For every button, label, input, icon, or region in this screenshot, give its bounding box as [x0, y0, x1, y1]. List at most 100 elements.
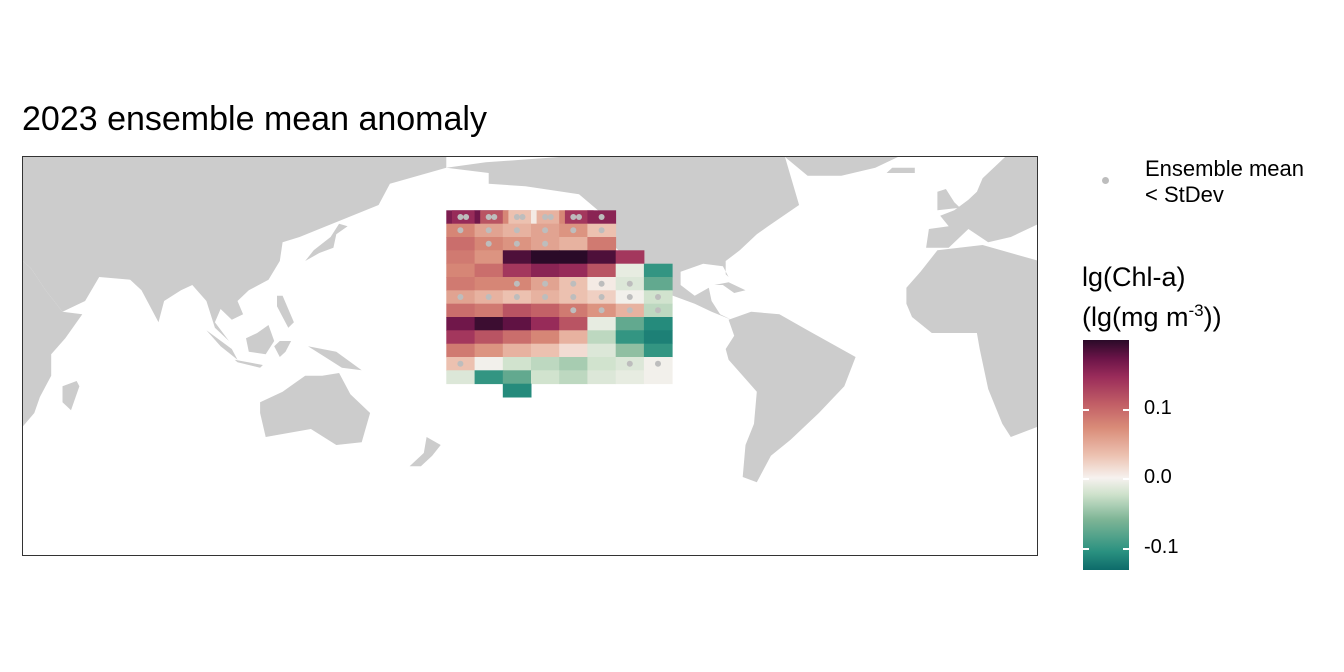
colorbar-title-exponent: -3: [1188, 301, 1204, 320]
stdev-dot: [485, 294, 492, 300]
colorbar-tick-left: [1083, 478, 1089, 480]
anomaly-cell: [502, 303, 532, 318]
land-polygon: [274, 341, 292, 357]
stdev-dot: [570, 307, 577, 314]
anomaly-cell: [587, 317, 617, 331]
anomaly-cell: [474, 357, 504, 371]
stdev-dot: [513, 240, 520, 247]
anomaly-cell: [587, 343, 617, 358]
anomaly-cell: [643, 263, 673, 278]
anomaly-cell: [502, 357, 532, 371]
anomaly-cell: [643, 370, 673, 385]
map-panel: [22, 156, 1038, 556]
anomaly-cell: [502, 330, 532, 345]
anomaly-cell: [559, 370, 588, 385]
anomaly-cell: [531, 250, 560, 265]
land-polygon: [246, 325, 275, 355]
anomaly-cell: [643, 317, 673, 331]
stdev-dot: [655, 294, 661, 300]
stdev-dot: [542, 240, 549, 247]
land-polygon: [23, 157, 447, 341]
anomaly-cell: [531, 303, 560, 318]
anomaly-cell: [474, 250, 504, 265]
colorbar-tick-label: 0.1: [1144, 397, 1172, 419]
anomaly-cell: [587, 370, 617, 385]
anomaly-cell: [615, 343, 645, 358]
colorbar-title-text: (lg(mg m: [1082, 302, 1189, 332]
anomaly-cell: [587, 263, 617, 278]
stdev-dot: [570, 294, 577, 300]
stdev-dot: [542, 214, 549, 220]
colorbar-tick-left: [1083, 409, 1089, 411]
chart-title: 2023 ensemble mean anomaly: [22, 100, 487, 138]
anomaly-cell: [446, 370, 475, 385]
colorbar-title-close: )): [1203, 302, 1222, 332]
anomaly-cell: [502, 317, 532, 331]
anomaly-cell: [531, 263, 560, 278]
stdev-dot: [457, 294, 464, 300]
colorbar-tick-left: [1083, 548, 1089, 550]
stdev-dot: [457, 214, 464, 220]
land-polygon: [409, 437, 441, 467]
anomaly-cell: [559, 357, 588, 371]
colorbar-title-line1: lg(Chl-a): [1082, 262, 1186, 292]
stdev-dot: [457, 360, 464, 367]
anomaly-cell: [643, 330, 673, 345]
stdev-dot: [485, 227, 492, 234]
colorbar-tick-label: 0.0: [1144, 466, 1172, 488]
stdev-dot: [542, 294, 549, 300]
anomaly-cell: [474, 330, 504, 345]
anomaly-cell: [474, 343, 504, 358]
anomaly-cell: [446, 343, 475, 358]
stdev-dot: [485, 240, 492, 247]
land-polygon: [308, 346, 362, 371]
anomaly-cell: [474, 277, 504, 291]
land-polygon: [714, 282, 746, 293]
anomaly-cell: [446, 237, 475, 251]
anomaly-cell: [559, 330, 588, 345]
stdev-dot: [513, 280, 520, 287]
land-polygon: [906, 245, 1037, 437]
anomaly-cell: [502, 263, 532, 278]
anomaly-cell: [446, 277, 475, 291]
land-polygon: [23, 261, 83, 427]
anomaly-cell: [559, 317, 588, 331]
stdev-dot: [513, 227, 520, 234]
land-polygon: [926, 157, 1037, 248]
anomaly-cell: [502, 370, 532, 385]
stdev-dot: [570, 280, 577, 287]
land-polygon: [725, 311, 856, 483]
anomaly-cell: [446, 317, 475, 331]
anomaly-cell: [587, 330, 617, 345]
land-polygon: [785, 157, 898, 176]
anomaly-cell: [559, 263, 588, 278]
land-polygon: [260, 373, 371, 445]
anomaly-cell: [559, 237, 588, 251]
land-layer: [23, 157, 1037, 483]
anomaly-cell: [531, 317, 560, 331]
anomaly-cell: [531, 357, 560, 371]
anomaly-cell: [587, 357, 617, 371]
stdev-dot: [547, 214, 554, 220]
anomaly-cell: [615, 263, 645, 278]
stdev-dot: [485, 214, 492, 220]
land-polygon: [234, 359, 263, 368]
anomaly-cell: [615, 317, 645, 331]
stdev-dot: [626, 294, 633, 300]
land-polygon: [886, 167, 915, 173]
land-polygon: [206, 330, 238, 360]
stdev-dots: [457, 214, 661, 367]
anomaly-cell: [559, 343, 588, 358]
stdev-dot: [463, 214, 470, 220]
anomaly-cell: [446, 263, 475, 278]
anomaly-cell: [474, 303, 504, 318]
map-svg: [23, 157, 1037, 483]
anomaly-cell: [474, 263, 504, 278]
stdev-dot: [570, 214, 577, 220]
anomaly-cell: [559, 250, 588, 265]
anomaly-cell: [446, 303, 475, 318]
stdev-dot: [570, 227, 577, 234]
stdev-dot: [519, 214, 526, 220]
anomaly-cell: [587, 250, 617, 265]
anomaly-cell: [531, 370, 560, 385]
